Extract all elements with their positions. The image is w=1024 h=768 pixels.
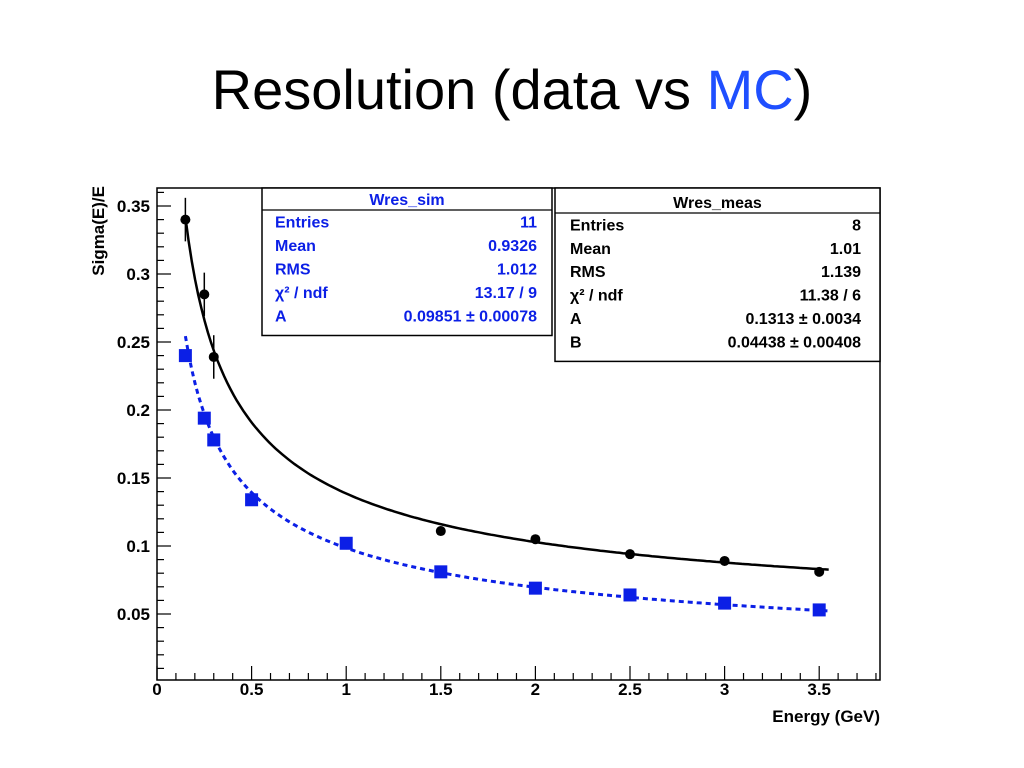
sim-data-point bbox=[812, 603, 826, 617]
data-points bbox=[178, 197, 826, 617]
sim-data-point bbox=[197, 411, 211, 425]
stats-box-title: Wres_meas bbox=[673, 195, 762, 212]
x-tick-label: 1 bbox=[341, 680, 350, 699]
meas-data-point bbox=[435, 526, 446, 537]
meas-data-point bbox=[208, 351, 219, 362]
sim-data-point bbox=[718, 596, 732, 610]
stats-row-value: 13.17 / 9 bbox=[475, 285, 537, 302]
stats-row-label: Mean bbox=[275, 238, 316, 255]
stats-row-value: 1.139 bbox=[821, 264, 861, 281]
x-tick-label: 0.5 bbox=[240, 680, 264, 699]
sim-data-point bbox=[245, 493, 259, 507]
sim-data-point bbox=[207, 433, 221, 447]
stats-row-label: Entries bbox=[570, 217, 624, 234]
y-tick-label: 0.1 bbox=[126, 537, 150, 556]
title-highlight: MC bbox=[706, 58, 794, 121]
y-axis-label: Sigma(E)/E bbox=[89, 186, 108, 276]
stats-row-value: 11.38 / 6 bbox=[800, 288, 861, 305]
stats-box-title: Wres_sim bbox=[369, 192, 444, 209]
stats-row-label: Mean bbox=[570, 241, 611, 258]
stats-row-value: 0.1313 ± 0.0034 bbox=[745, 311, 861, 328]
stats-row-label: RMS bbox=[275, 262, 311, 279]
y-tick-label: 0.05 bbox=[117, 605, 150, 624]
stats-box-meas: Wres_meas Entries 8 Mean 1.01 RMS 1.139 χ² / nd… bbox=[554, 187, 881, 363]
stats-row-value: 11 bbox=[520, 215, 537, 232]
stats-row-value: 0.09851 ± 0.00078 bbox=[404, 309, 537, 326]
sim-data-point bbox=[434, 565, 448, 579]
x-tick-label: 3.5 bbox=[807, 680, 831, 699]
stats-row-label: χ² / ndf bbox=[570, 288, 623, 305]
meas-data-point bbox=[180, 214, 191, 225]
stats-box-frame bbox=[261, 187, 553, 337]
y-tick-label: 0.15 bbox=[117, 469, 150, 488]
stats-row-label: A bbox=[275, 309, 287, 326]
meas-data-point bbox=[530, 534, 541, 545]
y-tick-label: 0.2 bbox=[126, 401, 150, 420]
meas-data-point bbox=[719, 555, 730, 566]
title-prefix: Resolution (data vs bbox=[211, 58, 707, 121]
x-axis-label: Energy (GeV) bbox=[772, 707, 880, 726]
x-tick-label: 3 bbox=[720, 680, 729, 699]
stats-row-label: χ² / ndf bbox=[275, 285, 328, 302]
stats-row-value: 0.9326 bbox=[488, 238, 537, 255]
stats-row-label: A bbox=[570, 311, 582, 328]
stats-box-sim: Wres_sim Entries 11 Mean 0.9326 RMS 1.012 χ² / … bbox=[261, 187, 553, 337]
axes: 0 0.5 1 1.5 2 2.5 3 3.5 0.05 0.1 0.15 0.2 0.25 0.3 0.3… bbox=[117, 191, 877, 699]
meas-data-point bbox=[814, 566, 825, 577]
stats-row-value: 8 bbox=[852, 217, 861, 234]
y-tick-label: 0.35 bbox=[117, 197, 150, 216]
x-tick-label: 2.5 bbox=[618, 680, 642, 699]
stats-row-value: 1.01 bbox=[830, 241, 861, 258]
stats-box-frame bbox=[554, 187, 881, 363]
sim-data-point bbox=[623, 588, 637, 602]
meas-data-point bbox=[625, 549, 635, 560]
sim-data-point bbox=[339, 536, 353, 550]
stats-row-label: RMS bbox=[570, 264, 606, 281]
stats-row-value: 1.012 bbox=[497, 262, 537, 279]
x-tick-label: 0 bbox=[152, 680, 161, 699]
meas-data-point bbox=[199, 289, 210, 300]
stats-row-label: B bbox=[570, 334, 582, 351]
slide-title: Resolution (data vs MC) bbox=[0, 62, 1024, 118]
x-tick-label: 2 bbox=[531, 680, 540, 699]
sim-data-point bbox=[528, 581, 542, 595]
sim-data-point bbox=[178, 349, 192, 363]
title-suffix: ) bbox=[793, 58, 813, 121]
y-tick-label: 0.25 bbox=[117, 333, 150, 352]
sim-fit-curve bbox=[183, 335, 829, 613]
stats-row-label: Entries bbox=[275, 215, 329, 232]
stats-row-value: 0.04438 ± 0.00408 bbox=[728, 334, 861, 351]
y-tick-label: 0.3 bbox=[126, 265, 150, 284]
x-tick-label: 1.5 bbox=[429, 680, 453, 699]
stat-boxes: Wres_sim Entries 11 Mean 0.9326 RMS 1.012 χ² / … bbox=[261, 187, 881, 363]
